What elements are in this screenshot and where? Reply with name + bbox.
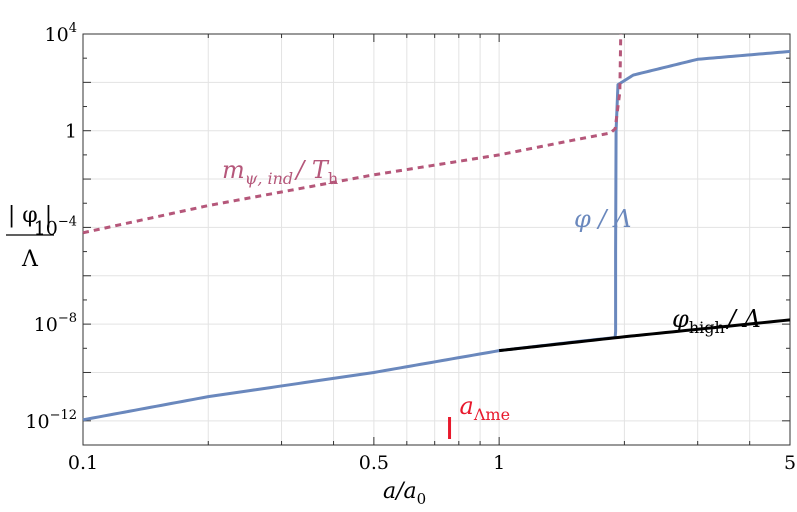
- x-axis-label: a/a0: [383, 479, 426, 508]
- annotation-label: aΛme: [460, 392, 511, 424]
- y-tick-label: 10−4: [34, 214, 77, 239]
- frame-rect: [82, 33, 791, 446]
- series-label-phi-high: φhigh / Λ: [672, 305, 761, 337]
- series-group: [82, 33, 791, 422]
- series-labels: φ / Λ mψ, ind / Th φhigh / Λ: [222, 156, 761, 337]
- x-tick-label: 0.5: [359, 452, 389, 474]
- y-tick-label: 10−12: [25, 408, 77, 433]
- plot-frame: [82, 33, 791, 446]
- series-phi-high: [498, 318, 791, 353]
- svg-text:a/a0: a/a0: [383, 479, 426, 508]
- series-m-psi-over-Th: [82, 33, 623, 235]
- grid: [82, 33, 791, 445]
- series-phi-over-lambda: [82, 49, 791, 422]
- y-tick-label: 1: [65, 121, 77, 143]
- series-label-mpsi: mψ, ind / Th: [222, 156, 338, 188]
- y-tick-label: 10−8: [34, 311, 77, 336]
- x-tick-label: 0.1: [68, 452, 98, 474]
- y-tick-label: 104: [45, 21, 77, 46]
- x-tick-label: 5: [784, 452, 796, 474]
- y-axis-numerator: | φ |: [8, 203, 52, 228]
- series-label-phi: φ / Λ: [574, 205, 631, 233]
- y-axis-label: | φ | Λ: [6, 203, 54, 272]
- x-tick-label: 1: [493, 452, 505, 474]
- ticks: 0.1 0.5 1 5 104 1 10−4 10−8 10−12: [25, 21, 796, 474]
- y-axis-denominator: Λ: [21, 247, 39, 272]
- annotation-a-lambda-me: aΛme: [448, 392, 511, 439]
